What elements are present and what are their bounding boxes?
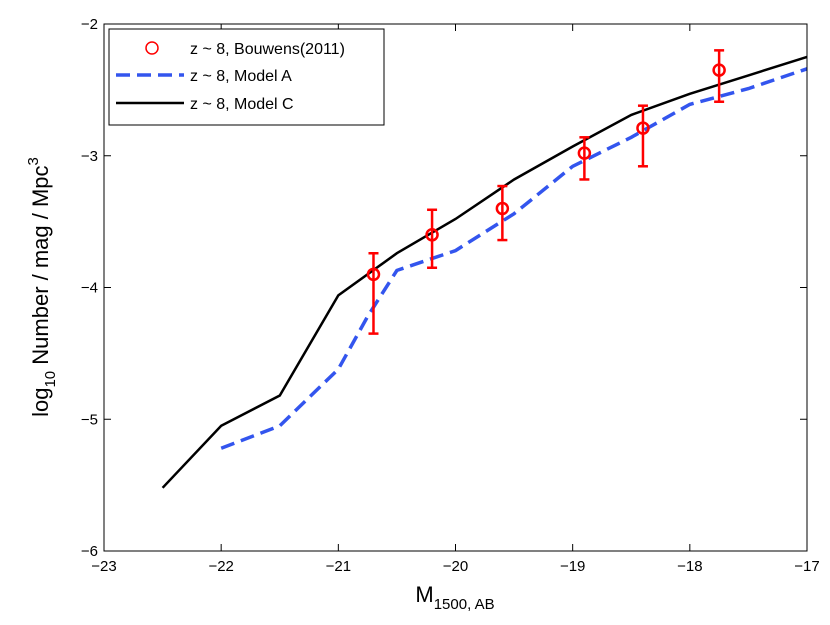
- legend: z ~ 8, Bouwens(2011) z ~ 8, Model A z ~ …: [108, 28, 385, 126]
- y-tick-label: −6: [81, 543, 98, 560]
- x-tick-label: −23: [91, 558, 116, 575]
- x-axis-title: M1500, AB: [415, 582, 494, 613]
- legend-marker-observations: [145, 41, 159, 55]
- observation-marker: [636, 121, 650, 135]
- model-a-line: [220, 67, 808, 450]
- model-c-line: [161, 55, 808, 489]
- x-tick-label: −18: [677, 558, 702, 575]
- observation-points-layer: [366, 49, 726, 335]
- model-c-layer: [161, 55, 808, 489]
- legend-label-model-a: z ~ 8, Model A: [190, 68, 292, 85]
- legend-label-model-c: z ~ 8, Model C: [190, 96, 294, 113]
- legend-label-observations: z ~ 8, Bouwens(2011): [190, 41, 345, 58]
- observation-marker: [366, 267, 381, 282]
- x-tick-label: −19: [560, 558, 585, 575]
- y-axis-title: log10 Number / mag / Mpc3: [25, 157, 59, 417]
- observation-point: [577, 136, 592, 181]
- observation-marker: [577, 146, 592, 160]
- observation-point: [425, 208, 439, 269]
- observation-marker: [712, 63, 726, 77]
- y-tick-label: −2: [81, 16, 98, 33]
- observation-point: [366, 251, 381, 335]
- model-a-layer: [220, 67, 808, 450]
- y-tick-label: −5: [81, 411, 98, 428]
- x-tick-label: −17: [794, 558, 819, 575]
- observation-marker: [425, 228, 439, 242]
- x-tick-label: −21: [326, 558, 351, 575]
- y-tick-label: −4: [81, 280, 98, 297]
- x-tick-label: −22: [208, 558, 233, 575]
- legend-box: [108, 28, 385, 126]
- axis-ticks-layer: −23 −22 −21 −20 −19 −18 −17 −6 −5 −4 −3 −2: [81, 16, 820, 575]
- y-tick-label: −3: [81, 148, 98, 165]
- observation-marker: [495, 201, 510, 216]
- observation-point: [495, 184, 510, 242]
- observation-point: [712, 49, 726, 103]
- observation-point: [636, 104, 650, 168]
- x-tick-label: −20: [443, 558, 468, 575]
